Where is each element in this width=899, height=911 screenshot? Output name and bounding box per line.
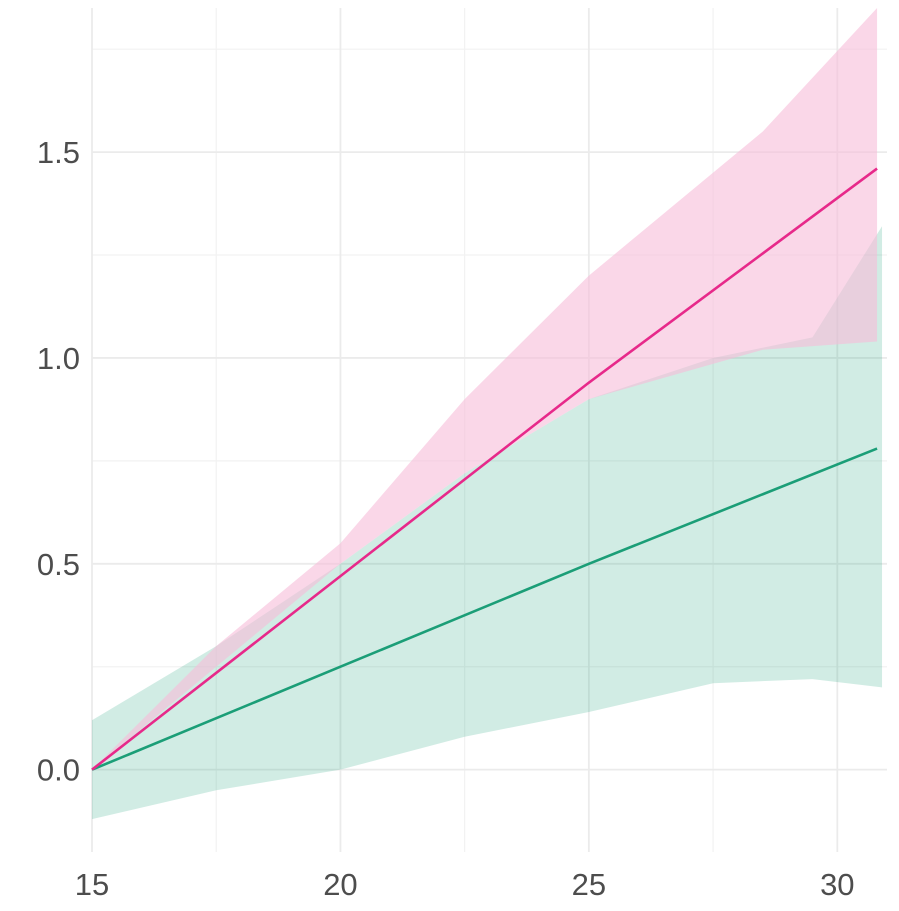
x-tick-label: 30	[820, 867, 854, 902]
x-tick-label: 25	[572, 867, 606, 902]
y-tick-label: 0.0	[37, 753, 80, 788]
confidence-bands	[92, 8, 883, 820]
x-tick-label: 15	[75, 867, 109, 902]
x-tick-label: 20	[323, 867, 357, 902]
series-2-confidence-band	[92, 8, 878, 770]
series-1-line	[91, 447, 878, 771]
x-axis-ticks: 15 20 25 30	[75, 867, 855, 902]
y-axis-ticks: 0.0 0.5 1.0 1.5	[37, 135, 80, 788]
series-1-confidence-band	[92, 226, 883, 820]
y-tick-label: 1.5	[37, 135, 80, 170]
y-tick-label: 1.0	[37, 341, 80, 376]
series-lines	[91, 167, 878, 771]
series-2-line	[91, 167, 878, 771]
y-tick-label: 0.5	[37, 547, 80, 582]
